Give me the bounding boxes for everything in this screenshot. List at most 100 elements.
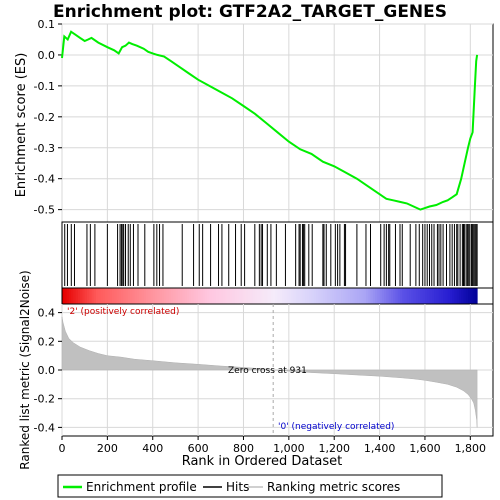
color-bar-segment — [248, 288, 251, 304]
color-bar-segment — [375, 288, 378, 304]
metric-y-tick-label: 0.0 — [38, 364, 56, 377]
color-bar-segment — [102, 288, 106, 304]
color-bar-segment — [68, 288, 72, 304]
hits-markers — [64, 224, 478, 286]
color-bar-segment — [259, 288, 263, 304]
metric-x-tick-label: 800 — [233, 442, 254, 455]
color-bar-segment — [352, 288, 356, 304]
metric-x-tick-label: 200 — [97, 442, 118, 455]
color-bar-segment — [220, 288, 224, 304]
metric-x-tick-label: 0 — [59, 442, 66, 455]
color-bar-segment — [411, 288, 415, 304]
color-bar-segment — [191, 288, 195, 304]
color-bar-segment — [123, 288, 127, 304]
color-bar-segment — [291, 288, 294, 304]
color-bar-segment — [384, 288, 387, 304]
color-bar-segment — [229, 288, 233, 304]
color-bar-segment — [232, 288, 235, 304]
color-bar-segment — [422, 288, 426, 304]
color-bar-segment — [200, 288, 204, 304]
color-bar-segment — [363, 288, 367, 304]
color-bar-segment — [152, 288, 156, 304]
es-y-tick-label: 0.0 — [38, 49, 56, 62]
color-bar-segment — [456, 288, 460, 304]
color-bar-segment — [343, 288, 347, 304]
metric-x-tick-label: 600 — [188, 442, 209, 455]
color-bar-segment — [282, 288, 285, 304]
color-bar-segment — [397, 288, 401, 304]
color-bar-segment — [132, 288, 136, 304]
metric-x-tick-label: 400 — [142, 442, 163, 455]
color-bar-segment — [413, 288, 417, 304]
color-bar-segment — [327, 288, 331, 304]
color-bar-segment — [238, 288, 242, 304]
color-bar-segment — [136, 288, 140, 304]
color-bar-segment — [204, 288, 208, 304]
color-bar-segment — [306, 288, 310, 304]
color-bar-segment — [420, 288, 424, 304]
color-bar-segment — [445, 288, 449, 304]
color-bar-segment — [461, 288, 465, 304]
color-bar-segment — [209, 288, 213, 304]
color-bar-segment — [213, 288, 217, 304]
color-bar-segment — [143, 288, 147, 304]
color-bar-segment — [458, 288, 462, 304]
metric-x-axis-ticks: 0 200 400 600 800 1,000 1,200 1,400 1,600 1,800 — [59, 436, 487, 455]
color-bar-segment — [399, 288, 403, 304]
metric-y-axis-title: Ranked list metric (Signal2Noise) — [18, 270, 32, 469]
color-bar-segment — [272, 288, 276, 304]
color-bar-segment — [465, 288, 469, 304]
color-bar-segment — [109, 288, 113, 304]
positive-correlation-label: '2' (positively correlated) — [67, 307, 179, 317]
color-bar-segment — [139, 288, 142, 304]
color-bar-segment — [449, 288, 453, 304]
color-bar-segment — [211, 288, 215, 304]
color-bar-segment — [86, 288, 90, 304]
color-bar-segment — [189, 288, 192, 304]
color-bar-segment — [161, 288, 165, 304]
color-bar-segment — [368, 288, 372, 304]
color-bar-segment — [141, 288, 145, 304]
color-bar-segment — [386, 288, 390, 304]
color-bar-segment — [195, 288, 199, 304]
color-bar-segment — [468, 288, 471, 304]
color-bar-segment — [64, 288, 68, 304]
color-bar-segment — [474, 288, 478, 304]
color-bar-segment — [418, 288, 421, 304]
es-panel-frame — [61, 23, 494, 223]
metric-y-tick-label: 0.2 — [38, 335, 56, 348]
chart-title: Enrichment plot: GTF2A2_TARGET_GENES — [53, 2, 447, 22]
color-bar-segment — [98, 288, 102, 304]
es-y-tick-label: -0.5 — [34, 204, 55, 217]
legend-enrichment-label: Enrichment profile — [86, 480, 197, 494]
color-bar-segment — [318, 288, 322, 304]
color-bar-segment — [359, 288, 362, 304]
color-bar-segment — [118, 288, 122, 304]
enrichment-profile-line — [61, 30, 479, 211]
color-bar-segment — [431, 288, 435, 304]
color-bar-segment — [263, 288, 267, 304]
color-bar-segment — [127, 288, 131, 304]
color-bar-segment — [164, 288, 167, 304]
color-bar-segment — [261, 288, 265, 304]
color-bar-segment — [381, 288, 385, 304]
color-bar-segment — [393, 288, 396, 304]
color-bar-segment — [130, 288, 133, 304]
color-bar-segment — [170, 288, 174, 304]
color-bar-segment — [356, 288, 360, 304]
metric-x-tick-label: 1,400 — [364, 442, 396, 455]
es-y-tick-label: -0.1 — [34, 80, 55, 93]
color-bar-segment — [114, 288, 117, 304]
legend-box — [57, 474, 443, 498]
color-bar-segment — [225, 288, 229, 304]
color-bar-segment — [334, 288, 337, 304]
color-bar-segment — [275, 288, 278, 304]
color-bar-segment — [338, 288, 342, 304]
metric-x-tick-label: 1,800 — [455, 442, 487, 455]
color-bar-segment — [406, 288, 410, 304]
color-bar-segment — [395, 288, 399, 304]
color-bar-segment — [250, 288, 254, 304]
color-bar-segment — [325, 288, 328, 304]
color-bar-segment — [202, 288, 206, 304]
color-bar-segment — [179, 288, 183, 304]
